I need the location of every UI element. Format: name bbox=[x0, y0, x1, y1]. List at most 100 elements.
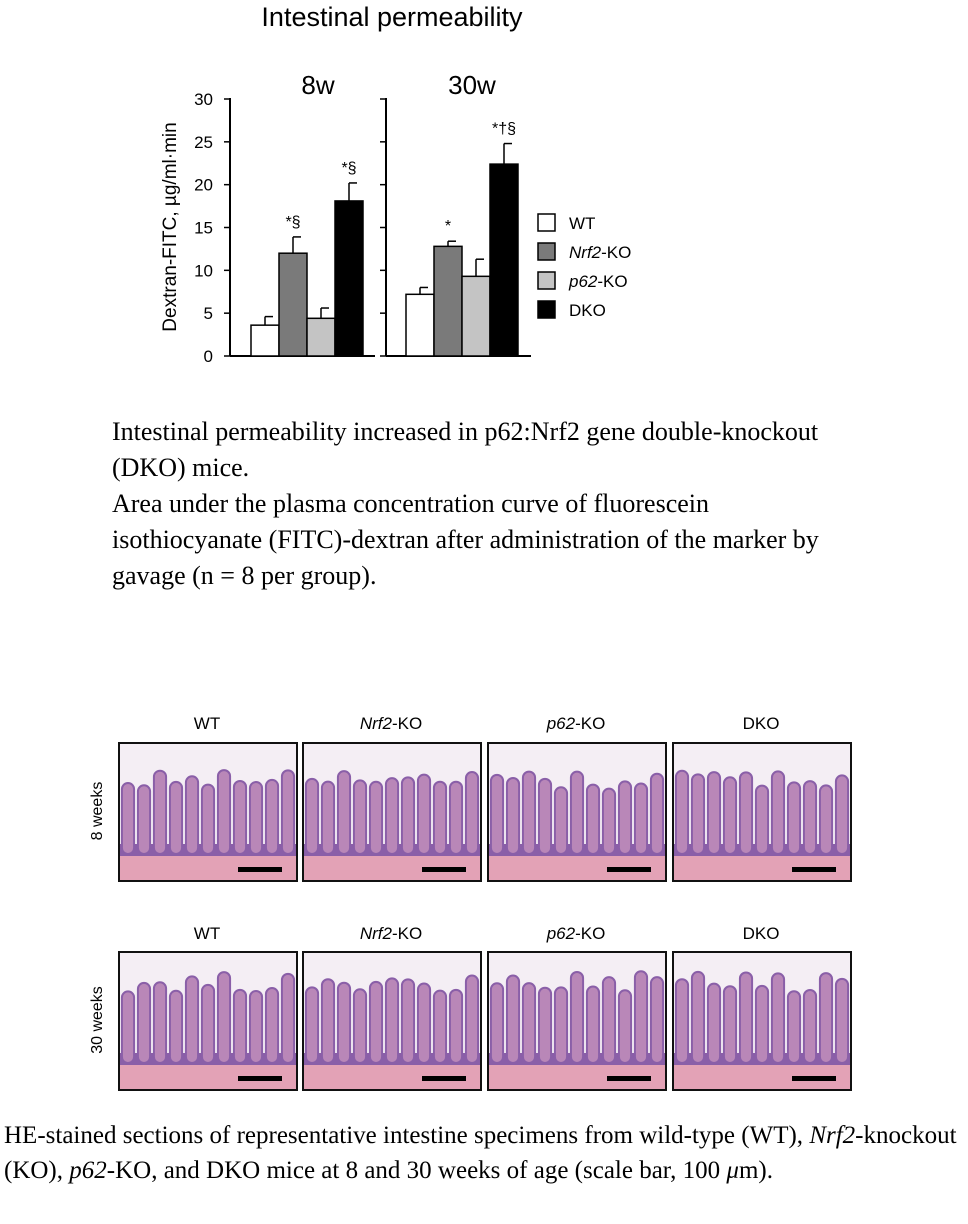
villus bbox=[674, 769, 690, 856]
villus bbox=[553, 786, 569, 855]
villus bbox=[216, 971, 232, 1065]
villus bbox=[633, 782, 649, 855]
villus bbox=[184, 775, 200, 855]
bar bbox=[489, 163, 519, 357]
scale-bar bbox=[792, 1076, 836, 1081]
bar bbox=[433, 245, 463, 357]
villus bbox=[464, 771, 480, 855]
histology-panel bbox=[302, 742, 482, 882]
scale-bar bbox=[792, 867, 836, 872]
y-tick-label: 25 bbox=[194, 133, 213, 152]
scale-bar bbox=[607, 867, 651, 872]
histology-panel bbox=[672, 742, 852, 882]
caption-bottom-italic-2: p62 bbox=[69, 1157, 107, 1184]
villus bbox=[152, 981, 168, 1064]
villus bbox=[633, 970, 649, 1065]
caption-bottom-part-3: -KO, and DKO mice at 8 and 30 weeks of a… bbox=[106, 1157, 727, 1184]
villus bbox=[264, 778, 280, 856]
villus bbox=[304, 986, 320, 1064]
villus bbox=[152, 769, 168, 855]
histology-image bbox=[489, 744, 665, 880]
column-label-italic: Nrf2 bbox=[359, 924, 392, 943]
villus bbox=[569, 770, 585, 856]
villus bbox=[489, 773, 505, 856]
chart-title: Intestinal permeability bbox=[261, 2, 523, 32]
panel-label: 8w bbox=[301, 70, 334, 100]
villus bbox=[432, 989, 448, 1064]
villus bbox=[802, 780, 818, 855]
villus bbox=[184, 975, 200, 1064]
villus bbox=[416, 982, 432, 1064]
villus bbox=[569, 970, 585, 1064]
legend-label: Nrf2-KO bbox=[569, 243, 631, 262]
villus bbox=[200, 983, 216, 1064]
chart-marks: 0 5 10 15 20 25 30 8w *§ *§ 30w * *†§ WT Nrf2-KO p62-KO… bbox=[194, 70, 631, 366]
villus bbox=[232, 988, 248, 1064]
column-label-italic: p62 bbox=[546, 714, 576, 733]
villus bbox=[368, 980, 384, 1064]
villus bbox=[336, 770, 352, 856]
legend-swatch bbox=[537, 300, 556, 319]
villus bbox=[674, 978, 690, 1064]
scale-bar bbox=[422, 1076, 466, 1081]
villus bbox=[120, 990, 136, 1064]
bar bbox=[461, 275, 491, 357]
histology-image bbox=[674, 744, 850, 880]
villus bbox=[400, 776, 416, 855]
villus bbox=[754, 784, 770, 855]
column-label: DKO bbox=[742, 924, 780, 943]
caption-top: Intestinal permeability increased in p62… bbox=[112, 414, 852, 594]
y-tick-label: 5 bbox=[204, 304, 213, 323]
caption-top-line-1: Intestinal permeability increased in p62… bbox=[112, 417, 819, 482]
villus bbox=[136, 981, 152, 1064]
villus bbox=[786, 990, 802, 1064]
villus bbox=[601, 976, 617, 1064]
villus bbox=[706, 771, 722, 855]
y-tick-label: 30 bbox=[194, 90, 213, 109]
histology-panel bbox=[672, 951, 852, 1091]
y-tick-label: 0 bbox=[204, 347, 213, 366]
caption-bottom-part-4: m). bbox=[738, 1157, 773, 1184]
villus bbox=[585, 985, 601, 1064]
histology-image bbox=[489, 953, 665, 1089]
villus bbox=[368, 780, 384, 855]
column-label: WT bbox=[193, 714, 221, 733]
villus bbox=[754, 984, 770, 1065]
villus bbox=[320, 978, 336, 1064]
villus bbox=[722, 776, 738, 855]
villus bbox=[818, 784, 834, 855]
villus bbox=[384, 977, 400, 1064]
column-label: Nrf2-KO bbox=[359, 714, 423, 733]
villus bbox=[553, 986, 569, 1065]
column-label: p62-KO bbox=[546, 924, 606, 943]
bar bbox=[250, 324, 280, 357]
villus bbox=[216, 769, 232, 855]
legend-swatch bbox=[537, 242, 556, 261]
row-label: 8 weeks bbox=[89, 781, 106, 841]
legend-label: WT bbox=[569, 214, 595, 233]
caption-bottom: HE-stained sections of representative in… bbox=[4, 1118, 966, 1188]
villus bbox=[802, 988, 818, 1064]
villus bbox=[834, 977, 850, 1064]
histology-image bbox=[304, 953, 480, 1089]
caption-bottom-italic-1: Nrf2 bbox=[809, 1122, 856, 1149]
column-label: Nrf2-KO bbox=[359, 924, 423, 943]
legend-label: p62-KO bbox=[568, 272, 628, 291]
scale-bar bbox=[238, 867, 282, 872]
histology-panel bbox=[487, 742, 667, 882]
histology-image bbox=[674, 953, 850, 1089]
y-tick-label: 15 bbox=[194, 219, 213, 238]
villus bbox=[786, 781, 802, 856]
villus bbox=[168, 780, 184, 855]
histology-panel bbox=[302, 951, 482, 1091]
villus bbox=[432, 780, 448, 856]
legend-label: DKO bbox=[569, 301, 606, 320]
column-label-italic: Nrf2 bbox=[359, 714, 392, 733]
villus bbox=[248, 989, 264, 1065]
y-tick-label: 10 bbox=[194, 261, 213, 280]
villus bbox=[818, 972, 834, 1065]
villus bbox=[136, 784, 152, 855]
villus bbox=[770, 770, 786, 855]
villus bbox=[585, 783, 601, 856]
